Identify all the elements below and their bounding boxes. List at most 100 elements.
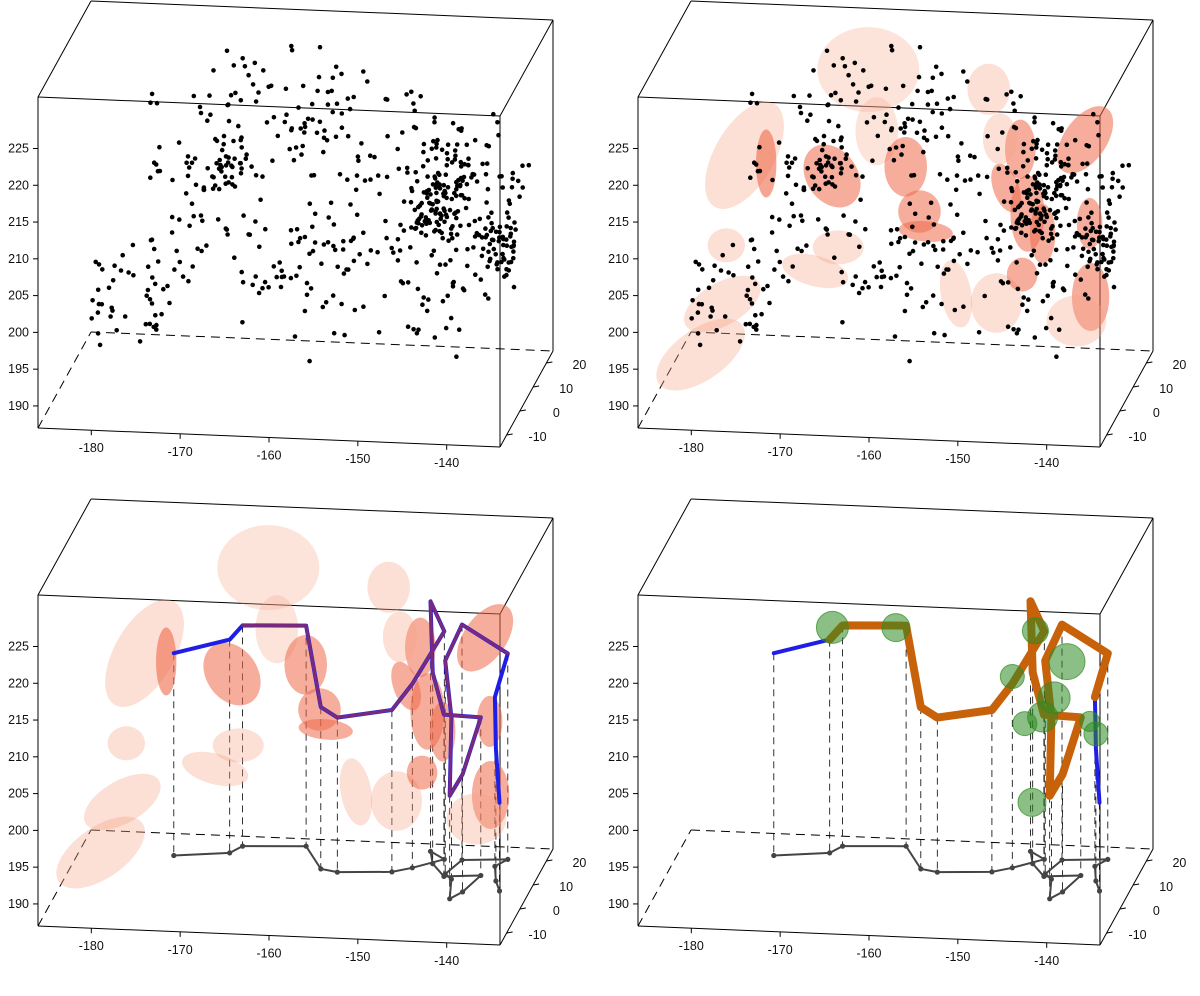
floor-shadow-node [478, 872, 484, 879]
data-point [968, 177, 973, 182]
data-point [1066, 162, 1071, 168]
z-tick-label: 190 [8, 897, 29, 911]
data-point [383, 96, 389, 102]
x-tick-label: -140 [434, 456, 459, 470]
data-point [1117, 194, 1122, 199]
data-point [1066, 156, 1071, 161]
data-point [223, 226, 229, 231]
data-point [250, 82, 256, 87]
data-point [1096, 238, 1102, 244]
data-point [748, 175, 753, 180]
data-point [448, 258, 453, 263]
data-point [909, 173, 914, 178]
data-point [444, 163, 450, 168]
ellipsoid [939, 260, 973, 328]
data-point [230, 164, 235, 170]
data-point [409, 89, 414, 95]
ellipsoid [1057, 106, 1114, 174]
x-tick-label: -170 [768, 445, 793, 459]
data-point [1048, 258, 1053, 263]
y-tick-label: 0 [553, 406, 560, 420]
x-tick-label: -140 [1034, 954, 1059, 968]
data-point [293, 145, 299, 150]
data-point [1025, 195, 1030, 200]
data-point [1014, 331, 1020, 336]
data-point [1037, 186, 1043, 191]
data-point [412, 207, 418, 213]
data-point [1111, 249, 1116, 254]
data-point [96, 262, 102, 267]
data-point [452, 157, 458, 162]
data-point [432, 176, 438, 181]
y-tick-label: -10 [529, 430, 547, 444]
z-tick-label: 215 [608, 215, 629, 229]
data-point [1024, 221, 1029, 226]
data-point [405, 324, 411, 330]
data-point [435, 170, 441, 176]
floor-shadow-node [492, 863, 498, 869]
data-point [108, 314, 113, 319]
sphere [1021, 617, 1049, 645]
data-point [208, 112, 213, 117]
floor-shadow-node [240, 843, 246, 849]
data-point [464, 142, 470, 148]
data-point [982, 293, 987, 299]
data-point [244, 152, 249, 157]
data-point [226, 118, 232, 124]
data-point [262, 279, 268, 285]
data-point [1020, 302, 1025, 308]
data-point [253, 173, 259, 178]
data-point [458, 192, 464, 198]
data-point [1032, 176, 1038, 181]
data-point [875, 133, 881, 139]
z-tick-label: 225 [608, 639, 629, 653]
data-point [874, 274, 879, 280]
data-point [1109, 244, 1114, 250]
z-tick-label: 205 [608, 289, 629, 303]
data-point [421, 149, 426, 155]
data-point [517, 194, 522, 199]
data-point [807, 93, 812, 98]
floor-shadow-node [1059, 857, 1065, 863]
data-point [520, 163, 525, 168]
hidden-edge [637, 829, 692, 927]
data-point [1032, 335, 1038, 340]
data-point [1072, 234, 1078, 239]
data-point [221, 133, 227, 139]
data-point [1049, 160, 1055, 165]
data-point [383, 218, 388, 224]
data-point [391, 250, 396, 255]
data-point [449, 160, 455, 165]
data-point [452, 211, 457, 216]
data-point [805, 166, 810, 171]
hidden-edge [37, 331, 92, 429]
data-point [321, 242, 327, 247]
data-point [902, 130, 907, 135]
data-point [195, 246, 200, 251]
floor-shadow-node [1042, 871, 1048, 877]
data-point [456, 327, 462, 333]
data-point [823, 181, 828, 186]
z-tick-label: 190 [8, 399, 29, 413]
data-point [975, 173, 981, 178]
data-point [1083, 226, 1088, 231]
data-point [268, 83, 274, 89]
data-point [896, 105, 901, 110]
x-tick-label: -150 [345, 950, 370, 964]
data-point [1112, 220, 1117, 225]
ellipsoid [212, 728, 264, 763]
box-frame [37, 0, 554, 448]
data-point [243, 156, 249, 161]
data-point [830, 182, 835, 187]
data-point [176, 140, 182, 145]
data-point [925, 89, 931, 95]
data-point [1005, 324, 1011, 330]
data-point [785, 173, 791, 179]
y-tick-mark [519, 907, 526, 910]
ellipsoid [817, 27, 920, 113]
data-point [483, 172, 489, 177]
data-point [1000, 280, 1006, 286]
floor-shadow-node [1060, 889, 1066, 895]
z-tick-label: 220 [8, 676, 29, 690]
data-point [375, 249, 380, 255]
